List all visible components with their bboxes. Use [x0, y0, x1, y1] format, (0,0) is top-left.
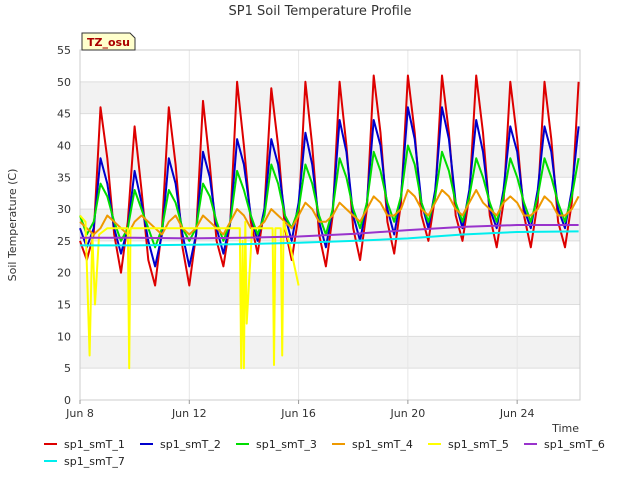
x-tick-label: Jun 12: [171, 407, 207, 420]
plot-frame: [79, 49, 581, 401]
y-tick-label: 10: [57, 330, 71, 343]
x-tick-label: Jun 8: [65, 407, 94, 420]
plot-background-bands: [80, 81, 580, 369]
series-line-sp1_smT_5: [79, 214, 300, 370]
y-tick-label: 25: [57, 235, 71, 248]
y-tick-label: 45: [57, 108, 71, 121]
y-tick-label: 50: [57, 76, 71, 89]
legend-label: sp1_smT_1: [64, 438, 125, 451]
plot-band: [80, 272, 580, 305]
x-tick-label: Jun 16: [280, 407, 316, 420]
legend-label: sp1_smT_2: [160, 438, 221, 451]
y-tick-label: 15: [57, 299, 71, 312]
y-tick-label: 5: [64, 362, 71, 375]
badge-label: TZ_osu: [87, 36, 130, 49]
series-line-sp1_smT_7: [80, 230, 579, 247]
plot-band: [80, 81, 580, 114]
plot-band: [80, 336, 580, 369]
legend-label: sp1_smT_6: [544, 438, 605, 451]
x-tick-label: Jun 24: [499, 407, 535, 420]
x-tick-label: Jun 20: [390, 407, 426, 420]
series-lines: [79, 74, 580, 370]
chart-title: SP1 Soil Temperature Profile: [229, 4, 412, 19]
y-tick-label: 0: [64, 394, 71, 407]
legend-label: sp1_smT_4: [352, 438, 413, 451]
plot-band: [80, 145, 580, 178]
legend-label: sp1_smT_7: [64, 455, 125, 468]
y-axis-label: Soil Temperature (C): [6, 169, 19, 282]
x-axis-ticks: Jun 8 Jun 12 Jun 16 Jun 20 Jun 24: [65, 400, 535, 420]
legend-label: sp1_smT_3: [256, 438, 317, 451]
x-axis-label: Time: [551, 422, 579, 435]
badge-shape: [81, 32, 136, 51]
station-badge: TZ_osu: [81, 32, 136, 51]
series-line-sp1_smT_4: [79, 189, 580, 236]
y-tick-label: 30: [57, 203, 71, 216]
legend-label: sp1_smT_5: [448, 438, 509, 451]
y-tick-label: 35: [57, 171, 71, 184]
series-line-sp1_smT_3: [79, 144, 580, 249]
series-line-sp1_smT_6: [80, 224, 579, 240]
y-tick-label: 20: [57, 267, 71, 280]
y-tick-label: 40: [57, 139, 71, 152]
y-axis-ticks: 0 5 10 15 20 25 30 35 40 45 50 55: [57, 44, 71, 407]
y-tick-label: 55: [57, 44, 71, 57]
legend: sp1_smT_1 sp1_smT_2 sp1_smT_3 sp1_smT_4 sp1_…: [44, 438, 605, 468]
